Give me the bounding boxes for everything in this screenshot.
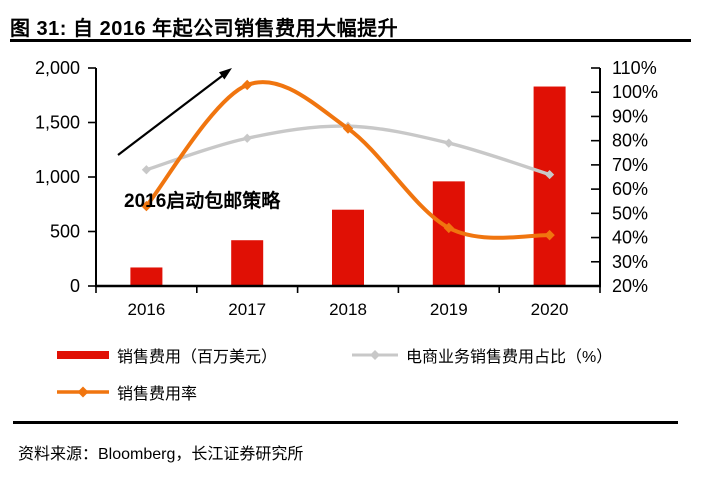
figure-title: 图 31: 自 2016 年起公司销售费用大幅提升 [10,18,399,40]
arrow-head-icon [219,68,232,80]
x-axis-label: 2017 [228,300,266,319]
right-axis-label: 90% [612,106,648,126]
left-axis-label: 1,000 [35,167,80,187]
right-axis: 20% 30% 40% 50% 60% 70% 80% 90% 100% 110% [591,58,658,296]
bar [533,86,566,286]
source-note: 资料来源：Bloomberg，长江证券研究所 [18,446,304,463]
right-axis-label: 20% [612,276,648,296]
data-point-marker [242,133,252,143]
right-axis-label: 80% [612,131,648,151]
line-swatch-icon [57,386,109,398]
bar [130,267,163,286]
legend-item-expense-rate: 销售费用率 [57,380,352,404]
right-axis-label: 30% [612,252,648,272]
x-axis: 2016 2017 2018 2019 2020 [95,286,601,319]
annotation-arrow [117,68,232,156]
right-axis-label: 40% [612,228,648,248]
legend-label-ecommerce-ratio: 电商业务销售费用占比（%） [406,349,613,366]
right-axis-label: 100% [612,82,658,102]
data-point-marker [141,200,152,212]
x-axis-label: 2020 [531,300,569,319]
line-series [141,79,555,241]
x-axis-label: 2018 [329,300,367,319]
bar [231,240,264,286]
line-swatch-icon [352,350,398,360]
left-axis-label: 0 [70,276,80,296]
data-point-marker [141,165,151,175]
legend-item-sales-expense: 销售费用（百万美元） [57,343,352,367]
left-axis-label: 1,500 [35,113,80,133]
data-point-marker [545,169,555,180]
chart-annotation: 2016启动包邮策略 [124,191,281,212]
bar [332,209,364,286]
legend-label-expense-rate: 销售费用率 [117,386,198,403]
right-axis-label: 50% [612,203,648,223]
left-axis-label: 2,000 [35,58,80,78]
right-axis-label: 110% [612,58,657,78]
right-axis-label: 70% [612,155,648,175]
bar-swatch-icon [57,351,109,359]
data-point-marker [342,123,354,134]
legend-row-2: 销售费用率 [57,380,612,404]
combo-chart: 0 500 1,000 1,500 2,000 20% 30% 40% 50% 60% 70% 80%… [35,58,658,319]
right-axis-label: 60% [612,179,648,199]
legend-label-sales-expense: 销售费用（百万美元） [117,349,278,366]
data-point-marker [444,138,454,148]
title-underline [10,39,691,42]
x-axis-label: 2019 [430,300,468,319]
legend-row-1: 销售费用（百万美元） 电商业务销售费用占比（%） [57,343,612,367]
legend-item-ecommerce-ratio: 电商业务销售费用占比（%） [352,343,612,367]
left-axis: 0 500 1,000 1,500 2,000 [35,58,96,296]
data-point-marker [544,229,555,241]
arrow-shaft [117,75,223,156]
data-point-marker [242,79,253,91]
left-axis-label: 500 [50,222,80,242]
x-axis-label: 2016 [127,300,165,319]
data-point-marker [443,222,454,234]
bar-series [130,86,566,286]
footer-divider [13,421,678,424]
chart-legend: 销售费用（百万美元） 电商业务销售费用占比（%） 销售费用率 [57,343,612,404]
